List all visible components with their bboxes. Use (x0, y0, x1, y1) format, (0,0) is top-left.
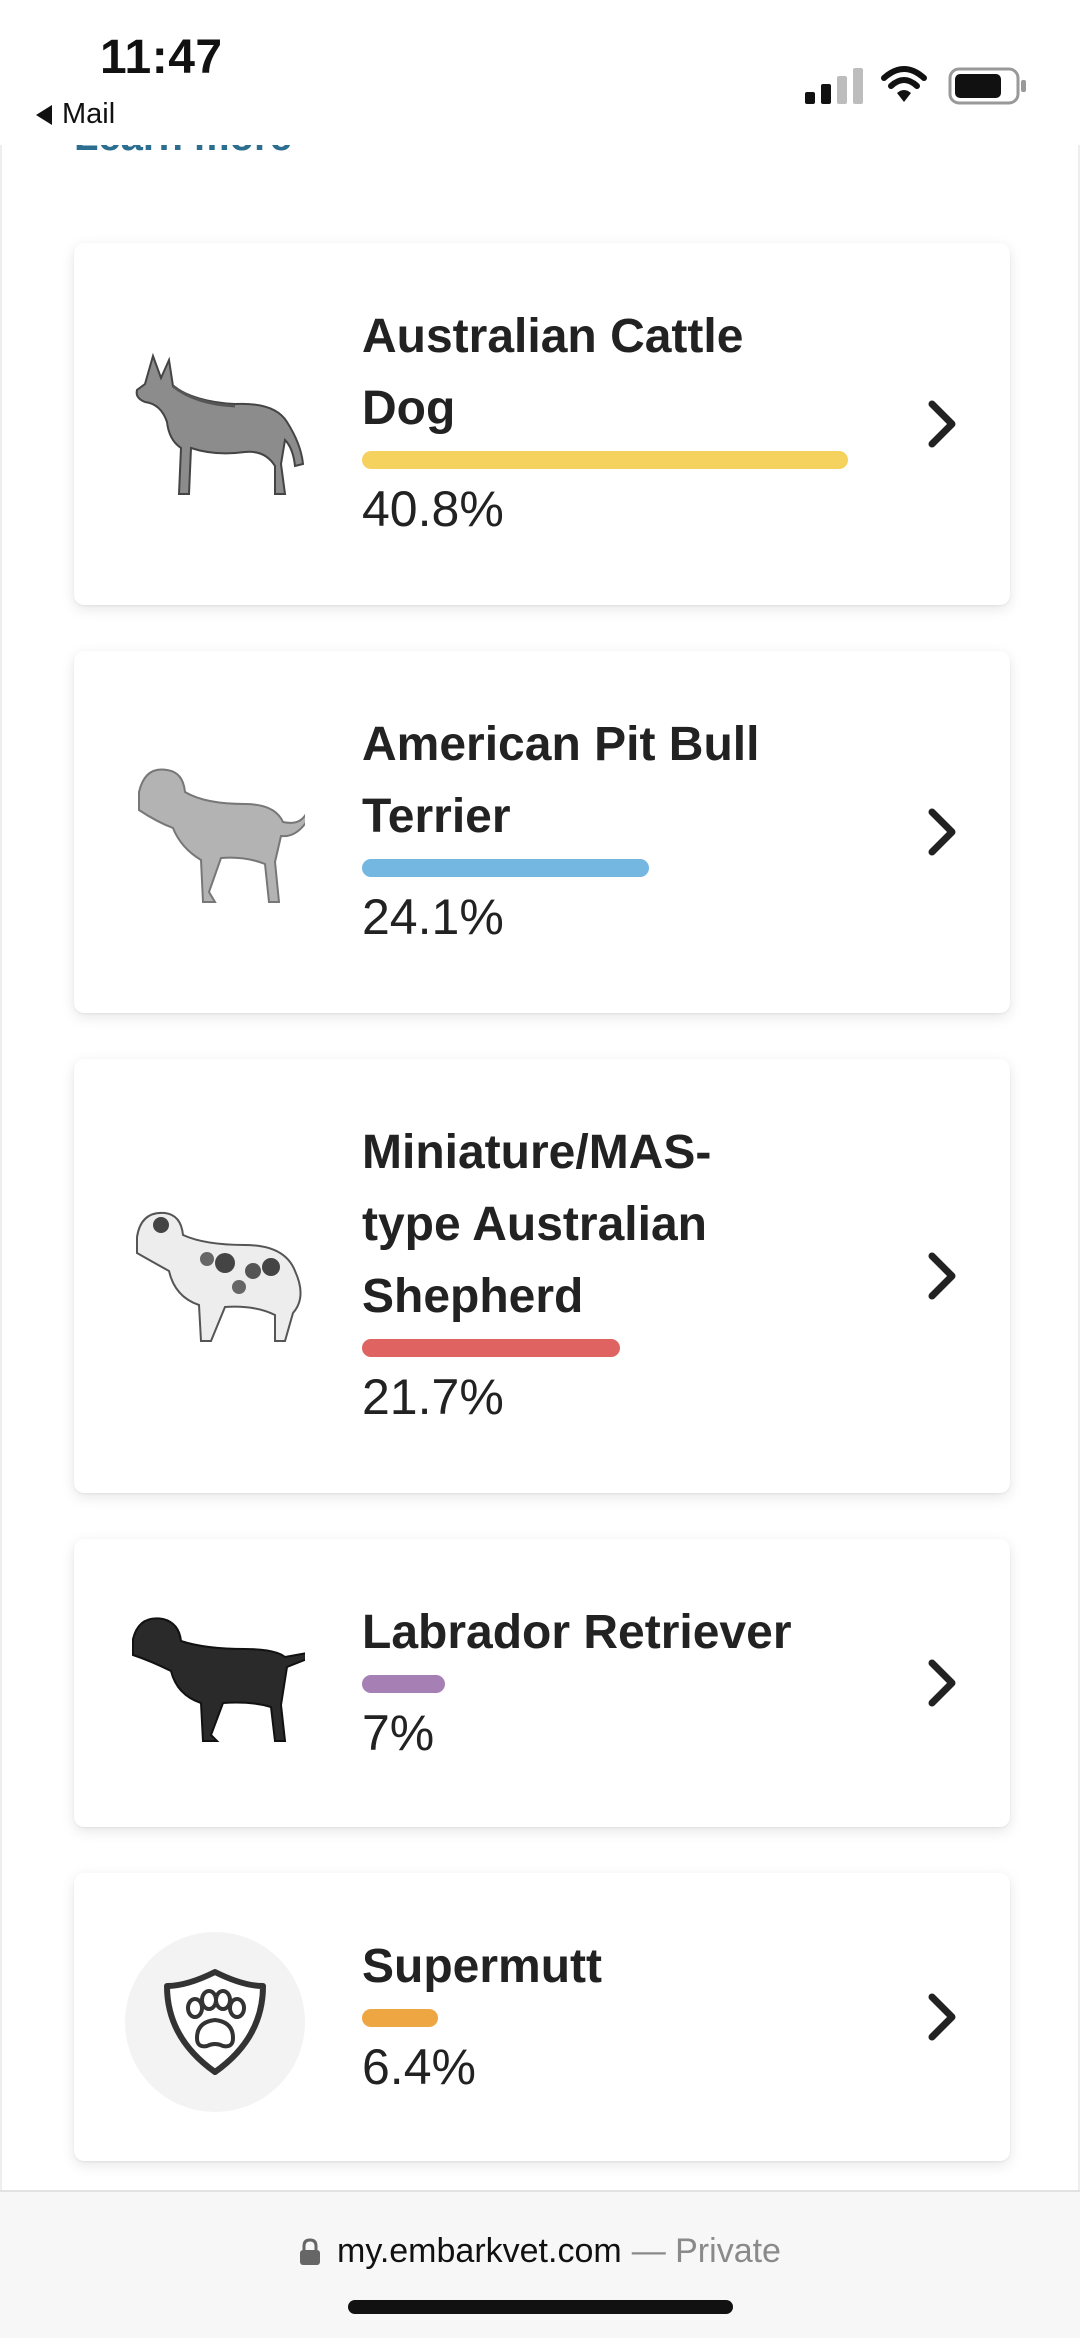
learn-more-link[interactable]: Learn more (74, 145, 292, 160)
status-bar: 11:47 Mail (0, 0, 1080, 145)
breed-info: Supermutt 6.4% (362, 1931, 880, 2097)
chevron-right-icon[interactable] (924, 1657, 960, 1709)
breed-name-line: type Australian (362, 1198, 707, 1251)
percent-bar (362, 451, 880, 469)
percent-bar (362, 2009, 880, 2027)
breed-info: Labrador Retriever 7% (362, 1597, 880, 1763)
breed-name: Australian Cattle Dog (362, 301, 880, 445)
breed-name-line: Miniature/MAS- (362, 1126, 712, 1179)
percent-bar (362, 859, 880, 877)
back-to-mail-button[interactable]: Mail (36, 98, 115, 131)
percent-bar-fill (362, 1339, 620, 1357)
breed-percent: 21.7% (362, 1369, 504, 1425)
cellular-signal-icon (805, 68, 863, 104)
percent-bar (362, 1339, 880, 1357)
breed-card[interactable]: Australian Cattle Dog 40.8% (74, 243, 1010, 605)
percent-bar-fill (362, 2009, 438, 2027)
battery-icon (948, 67, 1026, 105)
chevron-right-icon[interactable] (924, 806, 960, 858)
chevron-right-icon[interactable] (924, 1250, 960, 1302)
breed-name-line: Labrador Retriever (362, 1606, 792, 1659)
private-mode-label: — Private (631, 2232, 781, 2270)
chevron-right-icon[interactable] (924, 398, 960, 450)
percent-bar-fill (362, 1675, 445, 1693)
breed-list: Australian Cattle Dog 40.8% (74, 243, 1010, 2190)
supermutt-badge (120, 1927, 310, 2117)
breed-name-line: Supermutt (362, 1940, 602, 1993)
chevron-right-icon[interactable] (924, 1991, 960, 2043)
breed-card[interactable]: Miniature/MAS- type Australian Shepherd … (74, 1059, 1010, 1493)
percent-bar-fill (362, 451, 848, 469)
breed-card[interactable]: American Pit Bull Terrier 24.1% (74, 651, 1010, 1013)
breed-percent: 40.8% (362, 481, 504, 537)
breed-card[interactable]: Supermutt 6.4% (74, 1873, 1010, 2161)
paw-shield-icon (125, 1932, 305, 2112)
breed-name-line: Shepherd (362, 1270, 584, 1323)
breed-percent: 7% (362, 1705, 435, 1761)
breed-percent: 6.4% (362, 2039, 476, 2095)
breed-name-line: Australian Cattle (362, 310, 744, 363)
breed-info: Australian Cattle Dog 40.8% (362, 301, 880, 539)
back-triangle-icon (36, 104, 52, 125)
breed-name-line: American Pit Bull (362, 718, 760, 771)
url-text: my.embarkvet.com (337, 2232, 622, 2270)
percent-bar-fill (362, 859, 649, 877)
back-label: Mail (62, 98, 116, 130)
australian-cattle-dog-illustration (120, 329, 310, 519)
labrador-retriever-illustration (120, 1589, 310, 1779)
breed-info: American Pit Bull Terrier 24.1% (362, 709, 880, 947)
lock-icon (300, 2237, 321, 2265)
breed-name-line: Dog (362, 382, 456, 435)
breed-name-line: Terrier (362, 790, 511, 843)
home-indicator[interactable] (348, 2300, 733, 2314)
clock: 11:47 (100, 31, 223, 84)
browser-address-bar[interactable]: my.embarkvet.com — Private (0, 2190, 1080, 2338)
breed-name: Miniature/MAS- type Australian Shepherd (362, 1117, 880, 1333)
australian-shepherd-illustration (120, 1181, 310, 1371)
breed-name: Supermutt (362, 1931, 880, 2003)
url-row[interactable]: my.embarkvet.com — Private (0, 2232, 1080, 2271)
wifi-icon (881, 66, 927, 102)
breed-info: Miniature/MAS- type Australian Shepherd … (362, 1117, 880, 1427)
breed-name: American Pit Bull Terrier (362, 709, 880, 853)
page-content: Learn more Australian Cattle Dog (0, 145, 1080, 2190)
breed-percent: 24.1% (362, 889, 504, 945)
breed-name: Labrador Retriever (362, 1597, 880, 1669)
american-pit-bull-terrier-illustration (120, 737, 310, 927)
percent-bar (362, 1675, 880, 1693)
breed-card[interactable]: Labrador Retriever 7% (74, 1539, 1010, 1827)
